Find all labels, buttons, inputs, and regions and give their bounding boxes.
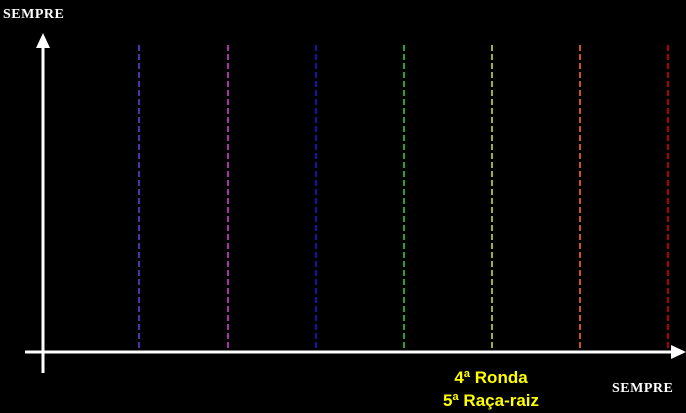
x-arrow [671, 345, 686, 359]
caption-line: 4ª Ronda [454, 368, 528, 387]
x-axis-label: SEMPRE [612, 381, 673, 396]
dashed-lines [138, 45, 669, 352]
y-axis-label: SEMPRE [3, 7, 64, 22]
axes [25, 33, 686, 373]
caption-line: 5ª Raça-raiz [443, 391, 539, 410]
y-arrow [36, 33, 50, 48]
